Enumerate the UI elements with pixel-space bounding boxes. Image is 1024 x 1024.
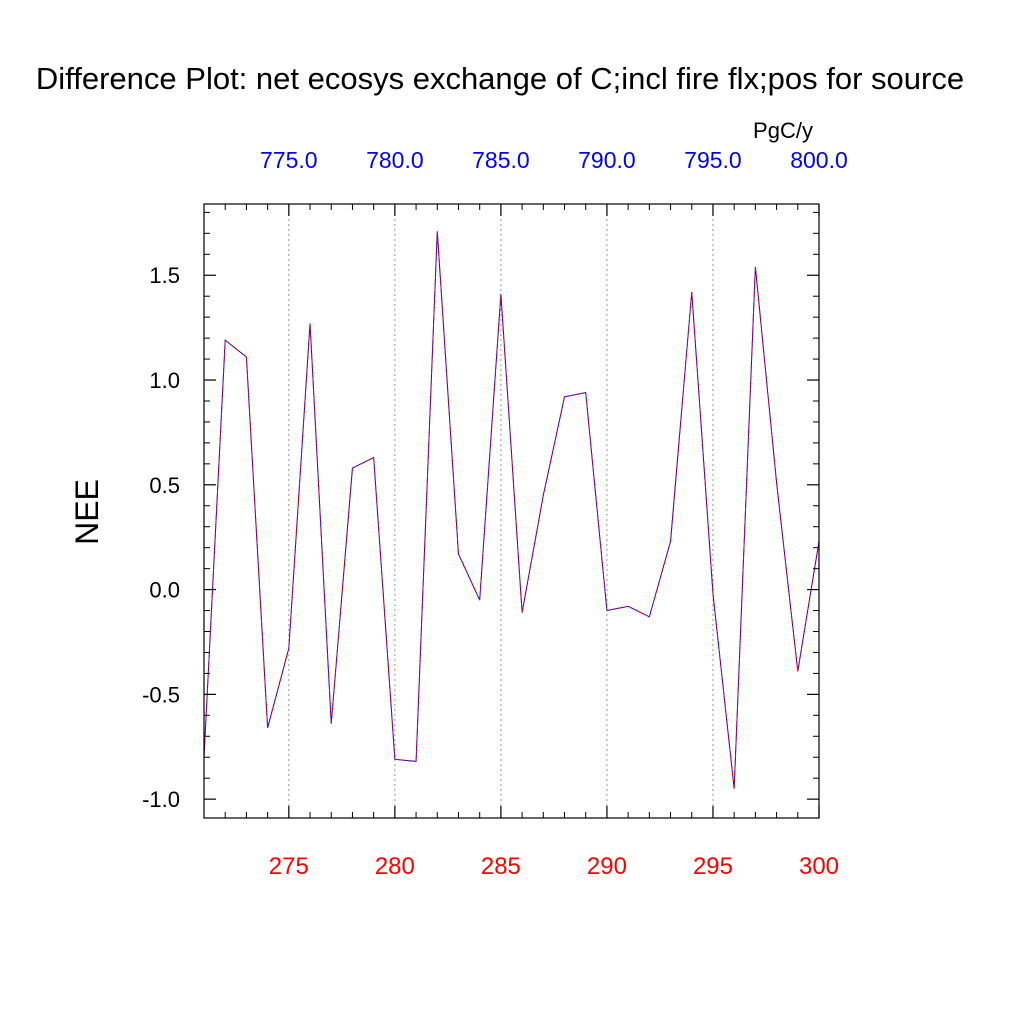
y-tick-label: 1.5 [149, 263, 180, 288]
chart-title: Difference Plot: net ecosys exchange of … [36, 61, 964, 96]
top-tick-label: 800.0 [790, 147, 848, 173]
y-axis-label: NEE [69, 479, 105, 545]
x-tick-label: 295 [693, 853, 733, 880]
minor-ticks [203, 204, 819, 818]
x-tick-label: 290 [587, 853, 627, 880]
y-axis: -1.0 -0.5 0.0 0.5 1.0 1.5 [142, 263, 819, 812]
x-tick-label: 275 [269, 853, 309, 880]
top-tick-label: 785.0 [472, 147, 530, 173]
y-tick-label: 1.0 [149, 368, 180, 393]
x-tick-label: 285 [481, 853, 521, 880]
grid-lines [288, 204, 714, 818]
top-axis-unit: PgC/y [753, 118, 813, 143]
top-tick-label: 780.0 [366, 147, 424, 173]
top-tick-label: 795.0 [684, 147, 742, 173]
top-tick-label: 775.0 [260, 147, 318, 173]
y-tick-label: 0.5 [149, 473, 180, 498]
x-tick-label: 280 [375, 853, 415, 880]
plot-frame [203, 203, 820, 819]
series-line [203, 231, 820, 789]
series-layer [203, 231, 820, 789]
top-axis: 775.0 780.0 785.0 790.0 795.0 800.0 [260, 147, 848, 216]
x-axis: 275 280 285 290 295 300 [269, 806, 839, 880]
top-tick-label: 790.0 [578, 147, 636, 173]
y-tick-label: -1.0 [142, 787, 180, 812]
y-tick-label: 0.0 [149, 578, 180, 603]
y-tick-label: -0.5 [142, 682, 180, 707]
x-tick-label: 300 [799, 853, 839, 880]
series-line [203, 231, 820, 789]
